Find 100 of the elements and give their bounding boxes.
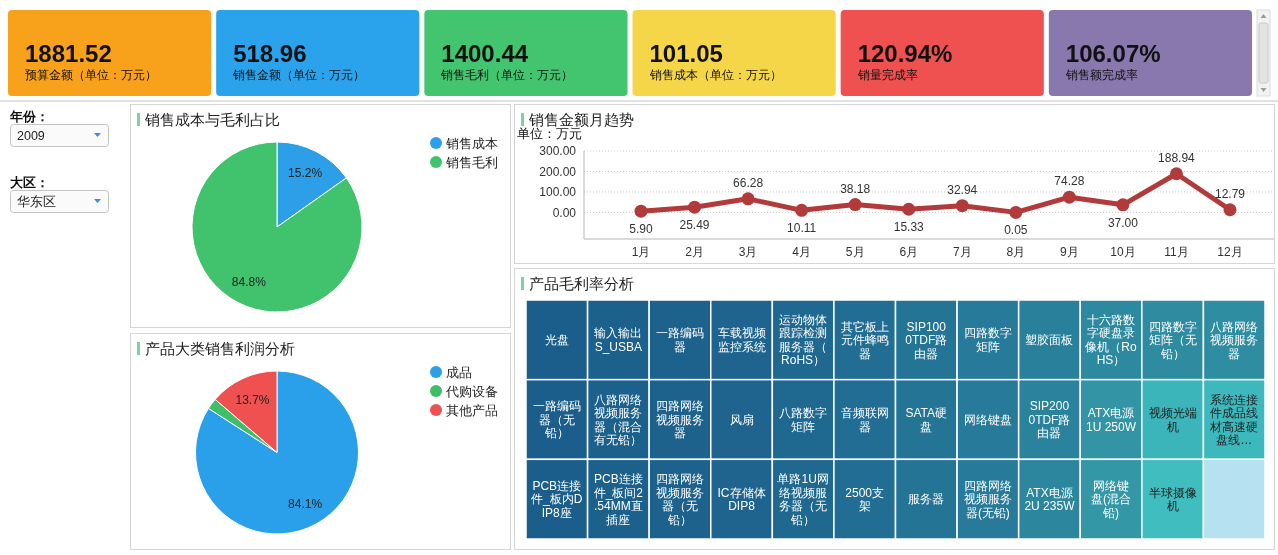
- text: 2009: [17, 129, 45, 143]
- category-label: 销售金额（单位：万元）: [232, 68, 366, 82]
- data-label: 84.8%: [231, 274, 267, 289]
- point: [902, 202, 916, 216]
- text: 产品毛利率分析: [529, 276, 634, 292]
- category-label: 十六路数字硬盘录像机（RoHS）: [1085, 312, 1138, 368]
- category-label: SIP2000TDF路由器: [1028, 399, 1071, 441]
- legend-label: 其他产品: [446, 402, 498, 418]
- category-label: 单路1U网络视频服务器（无铅）: [777, 472, 829, 527]
- category-label: 四路网络视频服务器: [655, 399, 704, 441]
- point: [1062, 190, 1076, 204]
- data-label: 0.05: [1004, 223, 1028, 238]
- x-tick-label: 6月: [899, 245, 919, 259]
- category-label: 半球摄像机: [1148, 485, 1197, 514]
- category-label: IC存储体DIP8: [717, 485, 766, 514]
- category-label: 塑胶面板: [1025, 333, 1074, 348]
- data-label: 84.1%: [288, 497, 323, 512]
- text: 1881.52: [25, 40, 112, 67]
- category-label: 系统连接件成品线材高速硬盘线…: [1209, 392, 1259, 448]
- text: 大区：: [10, 176, 49, 190]
- x-tick-label: 2月: [685, 245, 704, 259]
- data-label: 37.00: [1107, 215, 1139, 230]
- category-label: 风扇: [729, 412, 754, 427]
- category-label: PCB连接件_板内DIP8座: [531, 478, 583, 520]
- category-label: 销售额完成率: [1064, 68, 1138, 82]
- category-label: 网络键盘: [963, 412, 1012, 427]
- legend-label: 代购设备: [445, 383, 498, 399]
- category-label: 销量完成率: [856, 68, 918, 82]
- x-tick-label: 3月: [738, 245, 758, 259]
- chart-title: 产品大类销售利润分析: [145, 341, 295, 357]
- category-label: 一路编码器: [655, 326, 704, 354]
- point: [741, 192, 755, 206]
- y-tick-label: 0.00: [552, 205, 577, 220]
- text: 101.05: [649, 40, 723, 67]
- category-label: 服务器: [908, 492, 945, 507]
- legend-label: 销售成本: [445, 135, 498, 151]
- category-label: 网络键盘(混合铅): [1091, 478, 1132, 520]
- point: [955, 199, 969, 213]
- data-label: 32.94: [947, 182, 978, 197]
- x-tick-label: 7月: [952, 245, 972, 259]
- data-label: 15.33: [893, 220, 925, 235]
- text: 年份：: [9, 110, 49, 124]
- category-label: ATX电源1U 250W: [1086, 406, 1137, 434]
- x-tick-label: 11月: [1164, 245, 1189, 259]
- data-label: 12.79: [1214, 186, 1246, 201]
- category-label: 四路数字矩阵: [963, 326, 1012, 354]
- category-label: ATX电源2U 235W: [1024, 485, 1076, 514]
- data-label: 66.28: [733, 175, 764, 190]
- text: 106.07%: [1065, 40, 1161, 67]
- point: [1009, 205, 1023, 219]
- category-label: 一路编码器（无铅）: [532, 399, 581, 441]
- data-label: 5.90: [629, 222, 653, 237]
- pie-slice: [191, 141, 363, 313]
- data-label: 188.94: [1158, 150, 1196, 165]
- text: 120.94%: [857, 40, 953, 67]
- point: [1223, 203, 1237, 217]
- data-label: 38.18: [840, 181, 871, 196]
- chart-title: 销售成本与毛利占比: [144, 112, 280, 128]
- point: [1116, 198, 1130, 212]
- category-label: 销售成本（单位：万元）: [648, 68, 782, 82]
- x-tick-label: 1月: [631, 245, 651, 259]
- point: [1169, 167, 1183, 181]
- category-label: 四路数字矩阵（无铅）: [1148, 319, 1197, 361]
- category-label: PCB连接件_板间2.54MM直插座: [593, 472, 644, 527]
- text: 1400.44: [441, 40, 529, 67]
- category-label: SIP1000TDF路由器: [905, 319, 948, 361]
- category-label: 视频光端机: [1148, 406, 1197, 434]
- category-label: 音频联网器: [840, 406, 889, 434]
- pie-slice: [195, 370, 359, 535]
- category-label: 预算金额（单位：万元）: [25, 68, 157, 82]
- point: [848, 198, 862, 212]
- y-axis-title: 单位：万元: [517, 127, 582, 141]
- y-tick-label: 300.00: [539, 144, 577, 159]
- x-tick-label: 5月: [845, 245, 865, 259]
- category-label: 2500支架: [845, 485, 885, 514]
- text: 华东区: [17, 195, 56, 209]
- data-label: 13.7%: [235, 392, 270, 407]
- category-label: 四路网络视频服务器(无铅): [963, 478, 1012, 520]
- x-tick-label: 10月: [1110, 245, 1136, 259]
- category-label: 四路网络视频服务器（无铅）: [655, 472, 704, 527]
- category-label: 其它板上元件蜂鸣器: [840, 319, 889, 361]
- data-label: 10.11: [787, 221, 817, 236]
- point: [634, 204, 648, 218]
- category-label: 八路数字矩阵: [779, 406, 828, 434]
- x-tick-label: 8月: [1006, 245, 1026, 259]
- legend-label: 成品: [446, 364, 472, 380]
- category-label: 运动物体跟踪检测服务器（RoHS）: [779, 312, 828, 368]
- y-tick-label: 100.00: [539, 185, 577, 200]
- category-label: 输入输出S_USBA: [594, 326, 643, 354]
- category-label: 八路网络视频服务器: [1210, 319, 1259, 361]
- text: 518.96: [233, 40, 307, 67]
- category-label: SATA硬盘: [905, 406, 948, 434]
- point: [795, 203, 809, 217]
- x-tick-label: 12月: [1217, 245, 1243, 259]
- category-label: 光盘: [544, 333, 569, 348]
- legend-label: 销售毛利: [445, 154, 498, 170]
- category-label: 销售毛利（单位：万元）: [440, 68, 574, 82]
- y-tick-label: 200.00: [539, 164, 577, 179]
- x-tick-label: 9月: [1060, 245, 1079, 259]
- data-label: 74.28: [1054, 174, 1085, 189]
